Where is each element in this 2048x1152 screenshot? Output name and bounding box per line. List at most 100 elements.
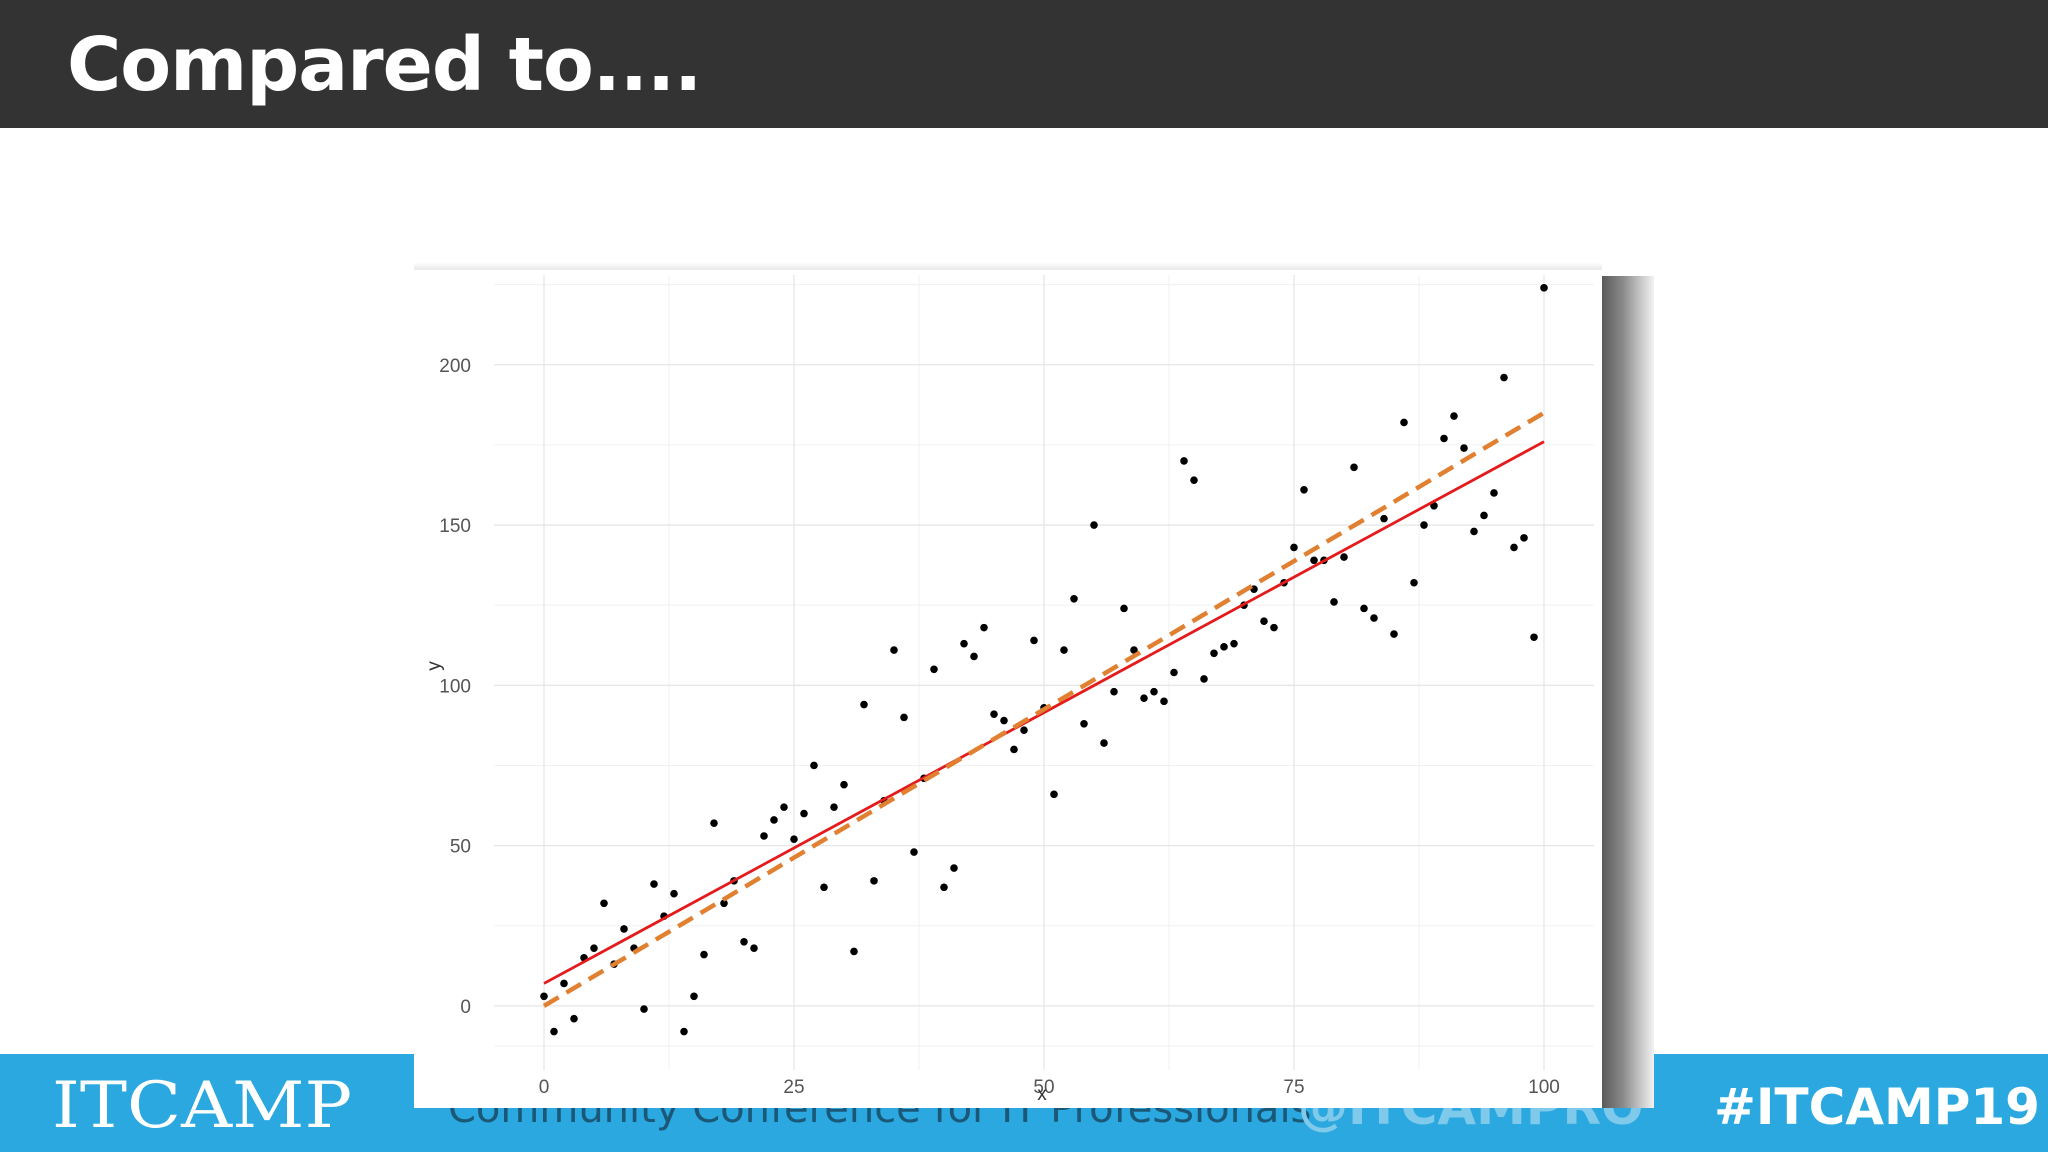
data-point (1150, 687, 1158, 696)
scatter-chart: 0 25 50 75 100 0 50 100 150 200 x y (424, 275, 1594, 1105)
data-point (1500, 373, 1508, 382)
data-point (1120, 604, 1128, 613)
data-point (970, 652, 978, 661)
data-point (1030, 636, 1038, 645)
data-point (1110, 687, 1118, 696)
data-point (640, 1005, 648, 1013)
data-point (1060, 646, 1068, 654)
data-point (910, 848, 918, 856)
data-point (740, 937, 748, 946)
data-point (710, 819, 718, 827)
data-point (1050, 790, 1058, 799)
data-point (1070, 594, 1078, 603)
data-point (760, 832, 768, 840)
data-point (860, 700, 868, 709)
data-point (1290, 543, 1298, 552)
data-point (1080, 719, 1088, 728)
data-point (1000, 716, 1008, 725)
data-point (1100, 739, 1108, 747)
data-point (870, 877, 878, 885)
data-point (1210, 649, 1218, 658)
data-point (1460, 444, 1468, 452)
data-point (840, 780, 848, 789)
data-point (1200, 675, 1208, 683)
fit-line (543, 440, 1545, 985)
y-tick-label: 100 (439, 676, 471, 697)
data-point (1470, 527, 1478, 536)
data-point (850, 947, 858, 956)
grid-lines (494, 275, 1594, 1070)
y-tick-label: 50 (450, 837, 471, 858)
data-point (590, 944, 598, 952)
y-axis-label: y (424, 661, 445, 671)
hashtag: #ITCAMP19 (1714, 1078, 2040, 1136)
data-point (570, 1014, 578, 1023)
data-point (650, 880, 658, 888)
y-tick-label: 0 (460, 997, 471, 1018)
data-point (810, 761, 818, 770)
data-point (820, 883, 828, 892)
slide-title: Compared to.... (67, 22, 702, 108)
data-point (1520, 534, 1528, 542)
data-point (1170, 668, 1178, 677)
data-point (1090, 521, 1098, 529)
data-point (1390, 630, 1398, 638)
data-point (1160, 697, 1168, 706)
data-points (540, 284, 1548, 1036)
data-point (1130, 646, 1138, 654)
data-point (1410, 578, 1418, 587)
data-point (790, 835, 798, 843)
data-point (1440, 434, 1448, 443)
data-point (900, 713, 908, 722)
data-point (940, 883, 948, 892)
data-point (670, 889, 678, 898)
trend-lines (542, 410, 1546, 1008)
x-axis-label: x (1037, 1084, 1047, 1105)
data-point (1260, 617, 1268, 626)
data-point (720, 899, 728, 908)
x-tick-label: 75 (1283, 1077, 1304, 1098)
data-point (1300, 485, 1308, 494)
itcamp-logo: ITCAMP (52, 1069, 352, 1139)
data-point (560, 979, 568, 988)
reference-line (542, 410, 1546, 1008)
data-point (1490, 489, 1498, 497)
data-point (690, 992, 698, 1001)
data-point (1220, 643, 1228, 651)
data-point (1360, 604, 1368, 613)
data-point (990, 710, 998, 718)
data-point (550, 1027, 558, 1036)
data-point (980, 623, 988, 632)
data-point (770, 816, 778, 824)
data-point (1270, 623, 1278, 632)
data-point (700, 950, 708, 959)
data-point (830, 803, 838, 811)
data-point (1330, 598, 1338, 606)
data-point (1350, 463, 1358, 472)
x-tick-labels: 0 25 50 75 100 (539, 1077, 1560, 1098)
chart-shadow (1602, 276, 1654, 1108)
chart-shadow-top (414, 262, 1602, 270)
y-tick-labels: 0 50 100 150 200 (439, 356, 471, 1018)
data-point (1180, 457, 1188, 465)
chart-card: 0 25 50 75 100 0 50 100 150 200 x y (414, 270, 1602, 1108)
data-point (950, 864, 958, 872)
x-tick-label: 25 (783, 1077, 804, 1098)
data-point (1510, 543, 1518, 552)
data-point (1190, 476, 1198, 484)
data-point (1400, 418, 1408, 427)
data-point (680, 1027, 688, 1036)
data-point (1230, 639, 1238, 648)
title-bar (0, 0, 2048, 128)
data-point (1530, 633, 1538, 642)
y-tick-label: 150 (439, 516, 471, 537)
data-point (1340, 553, 1348, 561)
data-point (600, 899, 608, 908)
y-tick-label: 200 (439, 356, 471, 377)
x-tick-label: 0 (539, 1077, 550, 1098)
data-point (930, 665, 938, 674)
data-point (1420, 521, 1428, 529)
data-point (780, 803, 788, 811)
data-point (540, 992, 548, 1001)
data-point (1480, 511, 1488, 520)
